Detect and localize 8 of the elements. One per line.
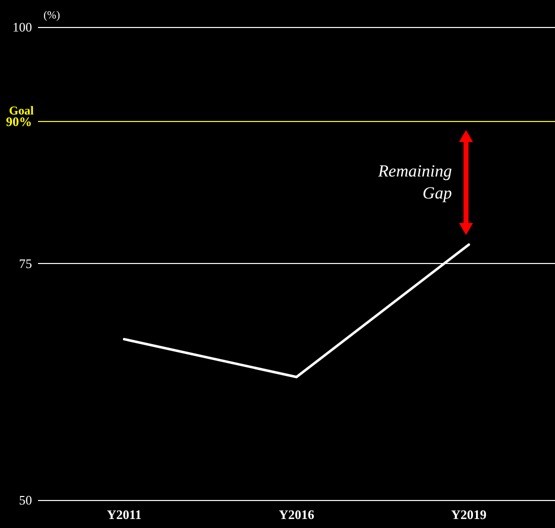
- x-tick-label: Y2016: [278, 507, 315, 522]
- x-tick-label: Y2011: [106, 507, 142, 522]
- annotation: Remaining Gap: [377, 162, 452, 203]
- x-tick-label: Y2019: [451, 507, 488, 522]
- y-axis-title: (%): [44, 10, 60, 22]
- y-tick-label: 50: [19, 492, 32, 508]
- y-tick-label: 75: [19, 256, 32, 271]
- y-tick-label: 100: [12, 20, 32, 34]
